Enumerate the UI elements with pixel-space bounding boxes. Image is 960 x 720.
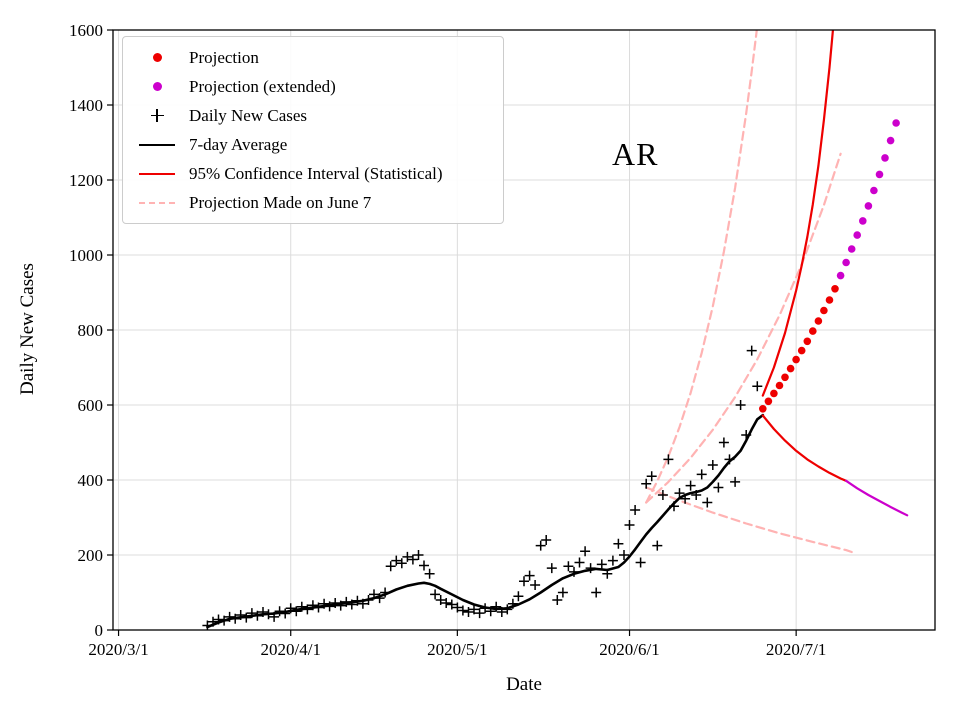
legend-item-daily-new-cases: Daily New Cases <box>135 107 491 124</box>
y-tick-label: 200 <box>78 546 104 565</box>
series-ci-upper <box>761 30 835 397</box>
legend-item-confidence-interval: 95% Confidence Interval (Statistical) <box>135 165 491 182</box>
y-tick-label: 1600 <box>69 21 103 40</box>
y-tick-label: 400 <box>78 471 104 490</box>
legend-label: 7-day Average <box>189 135 288 154</box>
x-tick-label: 2020/4/1 <box>261 640 321 659</box>
legend-label: 95% Confidence Interval (Statistical) <box>189 164 443 183</box>
solid-line-marker-icon <box>135 143 179 146</box>
tick-marks <box>107 29 797 636</box>
series-7-day-average <box>206 413 765 629</box>
state-annotation: AR <box>612 136 659 172</box>
x-tick-label: 2020/5/1 <box>427 640 487 659</box>
tick-labels: 2020/3/1 2020/4/1 2020/5/1 2020/6/1 2020/7/1… <box>69 21 826 659</box>
x-tick-label: 2020/7/1 <box>766 640 826 659</box>
series-projection-extended <box>836 119 900 280</box>
legend-item-projection-extended: Projection (extended) <box>135 78 491 95</box>
series-projection-june7-upper-ci <box>645 30 758 504</box>
y-tick-label: 0 <box>95 621 104 640</box>
y-tick-label: 600 <box>78 396 104 415</box>
projection-dot-marker-icon <box>135 53 179 62</box>
plus-marker-icon <box>135 109 179 122</box>
y-tick-label: 800 <box>78 321 104 340</box>
legend-item-projection: Projection <box>135 49 491 66</box>
y-axis-label: Daily New Cases <box>17 263 38 395</box>
projection-extended-dot-marker-icon <box>135 82 179 91</box>
red-line-marker-icon <box>135 172 179 175</box>
series-projection-june7-lower-ci <box>645 486 853 554</box>
series-ci-lower-extended <box>844 479 909 517</box>
series-daily-new-cases <box>202 345 763 630</box>
legend-label: Projection <box>189 48 259 67</box>
legend-label: Projection Made on June 7 <box>189 193 372 212</box>
legend: Projection Projection (extended) Daily N… <box>122 36 504 224</box>
series-projection <box>759 285 839 413</box>
legend-item-projection-june7: Projection Made on June 7 <box>135 194 491 211</box>
series-projection-june7-central <box>645 152 842 504</box>
x-axis-label: Date <box>506 674 542 695</box>
x-tick-label: 2020/3/1 <box>88 640 148 659</box>
x-tick-label: 2020/6/1 <box>599 640 659 659</box>
legend-label: Daily New Cases <box>189 106 308 125</box>
dashed-line-marker-icon <box>135 201 179 204</box>
y-tick-label: 1200 <box>69 171 103 190</box>
y-tick-label: 1000 <box>69 246 103 265</box>
series-ci-lower <box>761 414 848 482</box>
series-layer <box>202 30 909 630</box>
legend-label: Projection (extended) <box>189 77 336 96</box>
legend-item-7day-average: 7-day Average <box>135 136 491 153</box>
y-tick-label: 1400 <box>69 96 103 115</box>
